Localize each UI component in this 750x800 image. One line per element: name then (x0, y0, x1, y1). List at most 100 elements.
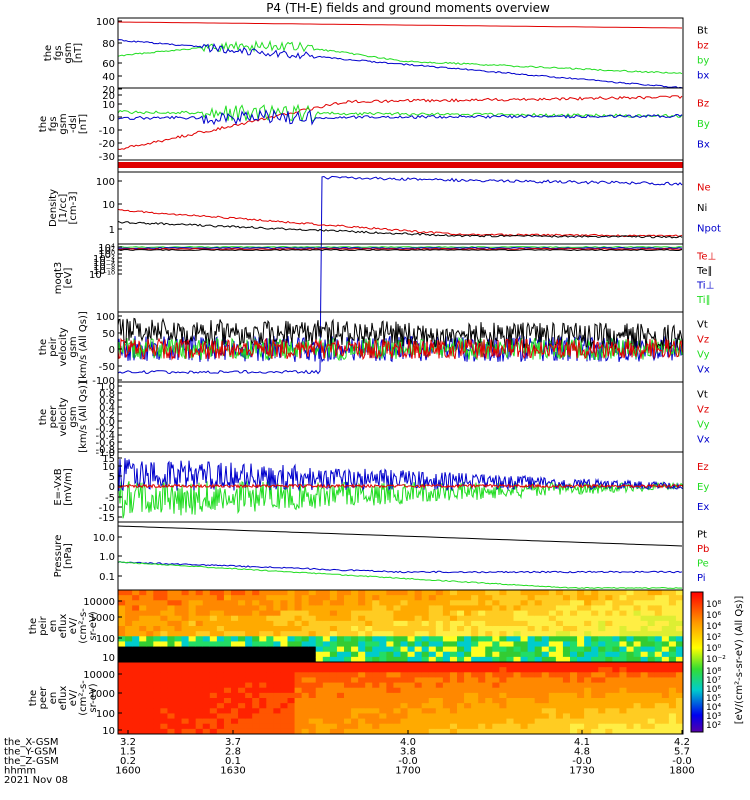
spectrogram-cell (365, 590, 373, 596)
spectrogram-cell (414, 595, 423, 601)
spectrogram-cell (654, 718, 663, 725)
y-axis-label: the (38, 339, 49, 355)
series-Pe (118, 561, 683, 590)
spectrogram-cell (181, 610, 190, 617)
spectrogram-cell (308, 692, 317, 699)
spectrogram-cell (605, 708, 613, 714)
spectrogram-cell (626, 636, 635, 642)
spectrogram-cell (386, 600, 394, 606)
spectrogram-cell (139, 595, 147, 601)
spectrogram-cell (584, 677, 592, 684)
spectrogram-cell (400, 723, 409, 730)
spectrogram-cell (555, 646, 564, 653)
spectrogram-cell (633, 723, 642, 730)
spectrogram-cell (181, 723, 190, 730)
spectrogram-cell (167, 713, 175, 720)
y-tick-label: 1.0 (99, 552, 115, 563)
spectrogram-cell (407, 698, 416, 704)
spectrogram-cell (259, 656, 267, 663)
spectrogram-cell (188, 662, 197, 668)
spectrogram-cell (167, 682, 175, 689)
spectrogram-cell (534, 703, 543, 709)
spectrogram-cell (273, 682, 281, 689)
spectrogram-cell (322, 718, 331, 725)
spectrogram-cell (188, 626, 197, 632)
spectrogram-cell (216, 687, 225, 694)
spectrogram-cell (308, 728, 317, 735)
spectrogram-cell (266, 646, 274, 653)
spectrogram-cell (520, 646, 529, 653)
spectrogram-cell (457, 692, 465, 699)
legend-Npot: Npot (697, 224, 721, 235)
spectrogram-cell (344, 667, 352, 673)
spectrogram-cell (209, 687, 218, 694)
panel-data-peir-velocity (117, 317, 684, 363)
spectrogram-cell (245, 677, 253, 684)
spectrogram-cell (245, 692, 253, 699)
spectrogram-cell (626, 631, 635, 637)
spectrogram-cell (372, 656, 380, 663)
y-axis-label: [eV] (63, 268, 74, 289)
spectrogram-cell (245, 723, 253, 730)
spectrogram-cell (336, 600, 345, 606)
spectrogram-cell (584, 615, 592, 622)
spectrogram-cell (231, 672, 239, 678)
spectrogram-cell (400, 672, 409, 678)
y-tick-label: 50 (102, 329, 115, 340)
spectrogram-cell (584, 667, 592, 673)
spectrogram-cell (329, 600, 338, 606)
spectrogram-cell (471, 687, 479, 694)
spectrogram-cell (668, 641, 677, 648)
spectrogram-cell (534, 641, 543, 648)
spectrogram-cell (280, 698, 288, 704)
spectrogram-cell (570, 641, 578, 648)
spectrogram-cell (442, 728, 451, 735)
spectrogram-cell (414, 651, 423, 658)
spectrogram-cell (464, 656, 472, 663)
spectrogram-cell (612, 620, 620, 627)
spectrogram-cell (562, 713, 571, 720)
spectrogram-cell (294, 636, 303, 642)
spectrogram-cell (435, 662, 444, 668)
spectrogram-cell (421, 698, 430, 704)
spectrogram-cell (464, 703, 472, 709)
spectrogram-cell (675, 631, 684, 637)
panel-frame (117, 521, 684, 591)
spectrogram-cell (570, 626, 578, 632)
spectrogram-cell (555, 718, 564, 725)
spectrogram-cell (287, 703, 296, 709)
spectrogram-cell (421, 703, 430, 709)
spectrogram-cell (548, 713, 557, 720)
spectrogram-cell (577, 718, 585, 725)
spectrogram-cell (181, 677, 190, 684)
spectrogram-cell (153, 610, 161, 617)
spectrogram-cell (202, 631, 211, 637)
spectrogram-cell (209, 667, 218, 673)
spectrogram-cell (167, 595, 175, 601)
spectrogram-cell (216, 615, 225, 622)
spectrogram-cell (612, 610, 620, 617)
spectrogram-cell (223, 703, 232, 709)
spectrogram-cell (252, 708, 260, 714)
spectrogram-cell (153, 682, 161, 689)
spectrogram-cell (668, 708, 677, 714)
spectrogram-cell (548, 667, 557, 673)
spectrogram-cell (329, 610, 338, 617)
spectrogram-cell (146, 682, 154, 689)
y-axis-label: Pressure (53, 535, 64, 578)
spectrogram-cell (181, 687, 190, 694)
spectrogram-cell (520, 723, 529, 730)
spectrogram-cell (626, 656, 635, 663)
spectrogram-cell (612, 590, 620, 596)
spectrogram-cell (125, 636, 133, 642)
colorbar-tick-bottom: 10⁷ (706, 676, 721, 686)
spectrogram-cell (216, 646, 225, 653)
spectrogram-cell (358, 620, 366, 627)
spectrogram-cell (570, 713, 578, 720)
y-axis-label: eV/ (68, 617, 79, 634)
spectrogram-cell (146, 620, 154, 627)
spectrogram-cell (449, 662, 458, 668)
spectrogram-cell (548, 672, 557, 678)
spectrogram-cell (555, 682, 564, 689)
spectrogram-cell (591, 698, 599, 704)
